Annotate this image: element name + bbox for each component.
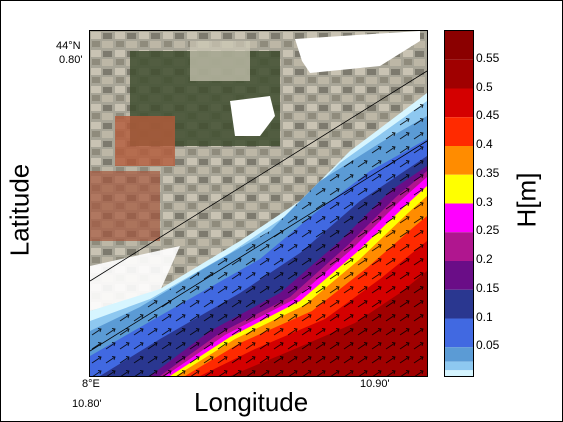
- colorbar-tick-label: 0.3: [476, 194, 493, 209]
- y-axis-title: Latitude: [4, 163, 35, 257]
- colorbar-segment: [445, 318, 473, 348]
- colorbar-segment: [445, 289, 473, 319]
- colorbar-segment: [445, 174, 473, 204]
- colorbar-segment: [445, 146, 473, 175]
- colorbar-segment: [445, 88, 473, 118]
- dry-patch: [230, 96, 275, 136]
- colorbar-segment: [445, 232, 473, 261]
- street-line: [90, 140, 427, 352]
- colorbar-segment: [445, 117, 473, 146]
- colorbar-segment: [445, 261, 473, 290]
- colorbar: [444, 30, 474, 377]
- map-svg: [90, 31, 427, 376]
- street-line: [90, 70, 427, 282]
- dry-patch: [295, 31, 420, 73]
- colorbar-segment: [445, 347, 473, 362]
- colorbar-tick-label: 0.05: [476, 338, 500, 353]
- colorbar-tick-label: 0.45: [476, 108, 500, 123]
- colorbar-segment: [445, 370, 473, 376]
- colorbar-label: H[m]: [511, 172, 542, 228]
- colorbar-tick-label: 0.15: [476, 280, 500, 295]
- colorbar-segment: [445, 361, 473, 371]
- bottom-left-longitude-degrees: 8°E: [82, 378, 100, 390]
- colorbar-tick-label: 0.55: [476, 50, 500, 65]
- velocity-arrows: [90, 91, 427, 376]
- colorbar-tick-label: 0.5: [476, 79, 493, 94]
- colorbar-segment: [445, 31, 473, 60]
- colorbar-svg: [445, 31, 473, 376]
- right-longitude-minutes: 10.90': [360, 378, 390, 390]
- top-left-latitude-degrees: 44°N: [56, 40, 81, 52]
- x-axis-title: Longitude: [194, 387, 309, 417]
- colorbar-tick-label: 0.25: [476, 223, 500, 238]
- colorbar-tick-label: 0.1: [476, 309, 493, 324]
- colorbar-tick-label: 0.35: [476, 165, 500, 180]
- colorbar-segment: [445, 59, 473, 89]
- map-plot-area: [89, 30, 428, 377]
- colorbar-tick-label: 0.2: [476, 252, 493, 266]
- colorbar-segment: [445, 203, 473, 233]
- building-roof: [190, 41, 250, 81]
- top-left-latitude-minutes: 0.80': [59, 54, 83, 66]
- dry-patch: [90, 246, 180, 311]
- bottom-left-longitude-minutes: 10.80': [72, 398, 102, 410]
- building-roof: [90, 171, 160, 241]
- colorbar-tick-label: 0.4: [476, 137, 493, 151]
- building-roof: [115, 116, 175, 166]
